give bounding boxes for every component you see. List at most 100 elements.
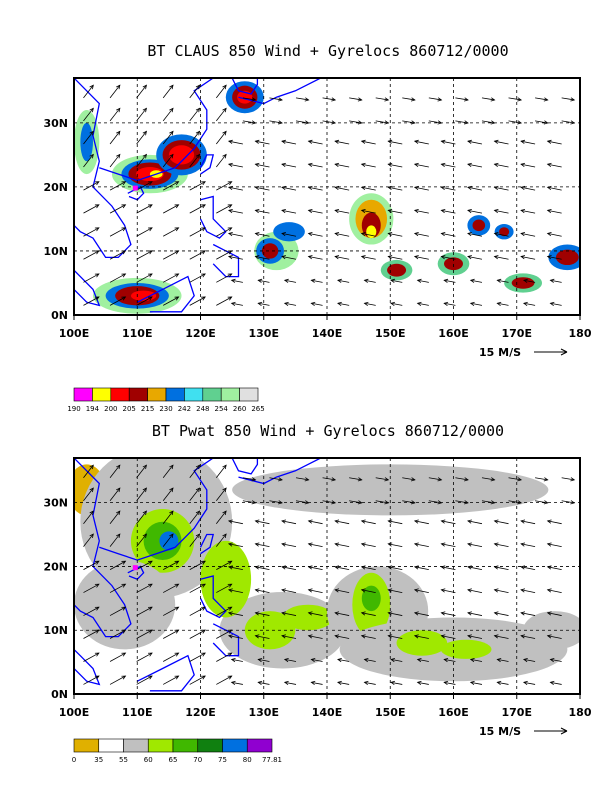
wind-vector xyxy=(334,162,350,168)
coastline xyxy=(199,575,227,619)
wind-vector xyxy=(189,606,206,616)
wind-vector xyxy=(413,588,429,593)
wind-vector xyxy=(428,97,443,102)
wind-vector xyxy=(189,227,206,237)
wind-vector xyxy=(481,500,496,505)
wind-vector xyxy=(227,634,243,639)
y-tick-label: 10N xyxy=(43,624,68,637)
wind-vector xyxy=(522,657,536,663)
wind-vector xyxy=(189,629,206,639)
colorbar-label: 215 xyxy=(141,405,154,413)
colorbar-swatch xyxy=(128,387,148,402)
wind-vector xyxy=(322,500,337,505)
wind-vector xyxy=(189,487,201,501)
wind-vector xyxy=(254,542,270,548)
wind-vector xyxy=(387,588,403,593)
wind-vector xyxy=(189,181,206,191)
wind-vector xyxy=(162,153,174,168)
wind-vector xyxy=(227,565,243,571)
wind-vector xyxy=(136,153,147,168)
wind-vector xyxy=(440,611,456,616)
wind-vector xyxy=(162,273,180,283)
wind-vector xyxy=(162,250,180,260)
colorbar-swatch xyxy=(184,387,204,402)
coastline xyxy=(99,78,214,182)
wind-vector xyxy=(295,97,310,102)
x-tick-label: 110E xyxy=(122,706,152,719)
colorbar-label: 200 xyxy=(104,405,117,413)
y-tick-label: 0N xyxy=(51,688,68,701)
wind-vector xyxy=(363,657,376,663)
wind-vector xyxy=(493,611,509,616)
wind-vector xyxy=(546,162,562,168)
wind-vector xyxy=(189,583,206,593)
wind-vector xyxy=(546,611,562,616)
wind-vector xyxy=(227,208,243,214)
y-tick-label: 20N xyxy=(43,181,68,194)
wind-vector xyxy=(493,565,509,571)
wind-vector xyxy=(162,204,180,214)
wind-vector xyxy=(493,255,509,260)
wind-vector xyxy=(387,519,403,525)
wind-vector xyxy=(269,500,283,505)
wind-vector xyxy=(467,139,483,145)
wind-vector xyxy=(363,278,376,283)
wind-vector xyxy=(387,255,403,260)
coastline xyxy=(137,275,195,313)
shading-region xyxy=(273,222,305,242)
wind-vector xyxy=(440,588,456,593)
x-tick-label: 110E xyxy=(122,327,152,340)
x-tick-label: 180 xyxy=(569,706,592,719)
wind-vector xyxy=(310,278,323,283)
wind-vector xyxy=(136,107,147,122)
colorbar-label: 0 xyxy=(72,756,76,764)
wind-vector xyxy=(546,255,562,260)
colorbar-swatch xyxy=(147,387,167,402)
gyre-location-marker xyxy=(132,565,138,571)
wind-vector xyxy=(189,204,206,214)
wind-vector xyxy=(227,162,243,168)
wind-vector xyxy=(549,657,562,663)
wind-vector xyxy=(440,139,456,145)
wind-vector xyxy=(257,680,270,686)
wind-vector xyxy=(307,634,323,639)
x-tick-label: 130E xyxy=(249,706,279,719)
wind-vector xyxy=(493,519,509,525)
wind-vector xyxy=(227,232,243,237)
wind-vector xyxy=(242,500,257,505)
wind-vector xyxy=(109,675,127,685)
colorbar-label: 80 xyxy=(243,756,252,764)
wind-vector xyxy=(215,153,227,168)
wind-vector xyxy=(469,301,483,306)
wind-vector xyxy=(522,301,536,306)
wind-vector xyxy=(334,588,350,593)
wind-vector xyxy=(334,565,350,571)
wind-vector xyxy=(216,583,233,593)
wind-vector xyxy=(109,464,121,479)
wind-vector xyxy=(493,162,509,168)
y-tick-label: 10N xyxy=(43,245,68,258)
wind-vector xyxy=(387,634,403,639)
wind-vector xyxy=(390,680,403,686)
shading-region xyxy=(387,263,407,277)
wind-vector xyxy=(254,255,270,260)
wind-vector xyxy=(375,120,390,125)
wind-vector xyxy=(546,232,562,237)
wind-vector xyxy=(281,634,297,639)
wind-vector xyxy=(349,120,363,125)
colorbar-swatch xyxy=(172,738,199,753)
wind-vector xyxy=(283,680,297,686)
wind-vector xyxy=(549,278,562,283)
wind-vector xyxy=(109,153,121,168)
gyre-location-marker xyxy=(132,185,138,191)
wind-vector xyxy=(216,296,233,306)
wind-vector xyxy=(215,130,227,145)
shading-region xyxy=(472,219,486,232)
wind-vector xyxy=(109,510,121,524)
wind-vector xyxy=(227,255,243,260)
wind-vector xyxy=(360,185,376,191)
wind-vector xyxy=(349,477,363,482)
wind-vector xyxy=(83,533,94,547)
wind-vector xyxy=(215,533,227,547)
wind-vector xyxy=(413,565,429,571)
